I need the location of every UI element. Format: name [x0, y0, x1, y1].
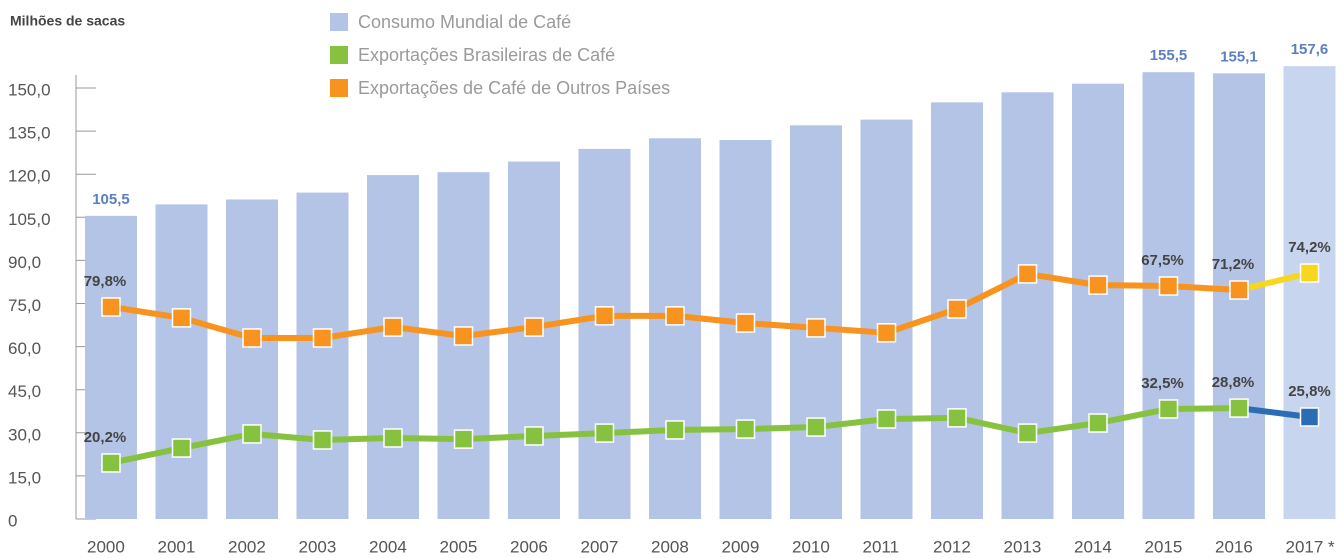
- point-label: 28,8%: [1212, 374, 1255, 391]
- point: [524, 317, 544, 337]
- point: [171, 308, 192, 328]
- point-label: 25,8%: [1288, 383, 1331, 400]
- point: [242, 328, 262, 348]
- point: [594, 423, 615, 443]
- x-tick-label: 2010: [792, 537, 830, 556]
- point: [735, 313, 756, 333]
- x-tick-label: 2013: [1004, 537, 1042, 556]
- x-tick-label: 2014: [1074, 537, 1112, 556]
- point: [806, 417, 826, 437]
- point: [594, 306, 615, 326]
- point-label: 74,2%: [1288, 239, 1331, 256]
- point: [1017, 423, 1038, 443]
- bar: [1072, 83, 1124, 519]
- point: [1299, 407, 1320, 427]
- point-label: 32,5%: [1141, 375, 1184, 392]
- y-tick-label: 30,0: [8, 425, 41, 444]
- projection-line: [1238, 270, 1311, 293]
- point: [1158, 276, 1179, 296]
- x-tick-label: 2003: [299, 537, 337, 556]
- point: [312, 328, 333, 348]
- bar-label: 155,5: [1150, 47, 1188, 64]
- bar: [155, 204, 208, 519]
- point: [1017, 264, 1038, 284]
- bar: [1001, 92, 1054, 519]
- point-label: 67,5%: [1141, 252, 1184, 269]
- point: [1088, 413, 1108, 433]
- bar: [508, 161, 560, 520]
- point: [806, 318, 826, 338]
- x-tick-label: 2016: [1215, 537, 1253, 556]
- point-label: 79,8%: [84, 273, 127, 290]
- bar: [367, 175, 419, 519]
- point: [947, 408, 967, 428]
- y-tick-label: 0: [8, 511, 17, 530]
- x-tick-label: 2001: [158, 537, 196, 556]
- point: [101, 297, 121, 317]
- point-label: 20,2%: [84, 429, 127, 446]
- point: [383, 428, 403, 448]
- y-tick-label: 90,0: [8, 253, 41, 272]
- point: [312, 430, 333, 450]
- point: [242, 424, 262, 444]
- bar: [860, 119, 913, 520]
- point: [1088, 275, 1108, 295]
- bar-label: 157,6: [1291, 41, 1329, 58]
- y-tick-label: 105,0: [8, 210, 51, 229]
- point: [947, 299, 967, 319]
- x-tick-label: 2004: [369, 537, 407, 556]
- y-tick-label: 135,0: [8, 124, 51, 143]
- y-tick-label: 45,0: [8, 382, 41, 401]
- legend-swatch: [330, 79, 348, 97]
- bar: [296, 192, 349, 519]
- y-tick-label: 15,0: [8, 468, 41, 487]
- point: [876, 409, 897, 429]
- bar: [1283, 66, 1336, 520]
- x-tick-label: 2007: [581, 537, 619, 556]
- x-tick-label: 2011: [863, 537, 900, 556]
- point: [453, 326, 474, 346]
- x-tick-label: 2015: [1145, 537, 1183, 556]
- x-tick-label: 2005: [440, 537, 478, 556]
- point-label: 71,2%: [1212, 256, 1255, 273]
- bar: [578, 148, 631, 519]
- point: [665, 306, 685, 326]
- y-tick-label: 60,0: [8, 339, 41, 358]
- bar: [226, 199, 278, 519]
- y-axis-title: Milhões de sacas: [10, 13, 125, 29]
- legend-swatch: [330, 13, 348, 31]
- legend-label: Exportações Brasileiras de Café: [358, 45, 615, 65]
- y-tick-label: 150,0: [8, 80, 51, 99]
- point: [1299, 263, 1320, 283]
- point: [1158, 399, 1179, 419]
- bar: [85, 215, 137, 519]
- projection-line: [1238, 405, 1310, 420]
- x-tick-label: 2012: [933, 537, 971, 556]
- x-tick-label: 2017 *: [1286, 537, 1336, 556]
- x-tick-label: 2002: [228, 537, 266, 556]
- point: [524, 426, 544, 446]
- point: [453, 429, 474, 449]
- x-tick-label: 2009: [722, 537, 760, 556]
- point: [171, 438, 192, 458]
- point: [665, 420, 685, 440]
- x-tick-label: 2006: [510, 537, 548, 556]
- legend-label: Exportações de Café de Outros Países: [358, 78, 670, 98]
- legend-label: Consumo Mundial de Café: [358, 12, 571, 32]
- legend-swatch: [330, 46, 348, 64]
- y-tick-label: 120,0: [8, 167, 51, 186]
- point: [383, 317, 403, 337]
- point: [1229, 398, 1249, 418]
- bar-label: 155,1: [1220, 48, 1258, 65]
- y-tick-label: 75,0: [8, 296, 41, 315]
- point: [735, 419, 756, 439]
- point: [1229, 280, 1249, 300]
- x-tick-label: 2008: [651, 537, 689, 556]
- x-tick-label: 2000: [87, 537, 125, 556]
- bar-label: 105,5: [92, 191, 130, 208]
- point: [101, 453, 121, 473]
- point: [876, 323, 897, 343]
- bar: [649, 138, 701, 520]
